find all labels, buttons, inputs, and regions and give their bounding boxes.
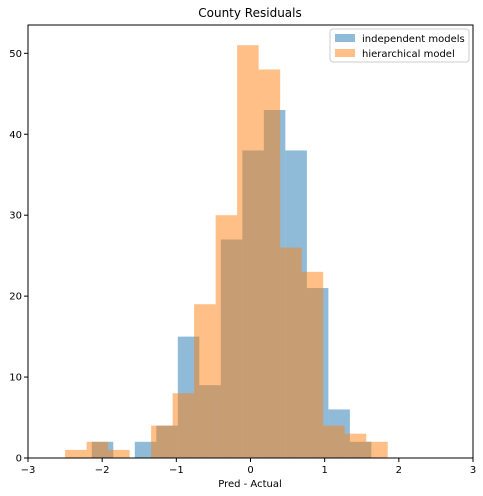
x-tick-label: 1 xyxy=(321,465,327,476)
bar-hierarchical-2 xyxy=(108,449,130,458)
y-tick-label: 30 xyxy=(9,211,22,222)
y-tick-label: 50 xyxy=(9,49,22,60)
bar-independent-1 xyxy=(134,441,157,458)
bar-hierarchical-11 xyxy=(301,271,324,458)
chart-title: County Residuals xyxy=(198,6,301,20)
bars-layer xyxy=(65,45,388,458)
bar-hierarchical-6 xyxy=(194,304,216,458)
legend: independent models hierarchical model xyxy=(329,28,470,63)
legend-label: independent models xyxy=(362,34,465,45)
x-tick-label: 2 xyxy=(396,465,402,476)
bar-hierarchical-9 xyxy=(258,69,281,458)
x-tick-label: −1 xyxy=(169,465,184,476)
bar-hierarchical-4 xyxy=(151,425,173,458)
y-tick-label: 0 xyxy=(16,454,22,465)
x-tick-label: 3 xyxy=(470,465,476,476)
y-axis: 0 10 20 30 40 50 xyxy=(9,49,28,465)
bar-hierarchical-5 xyxy=(172,393,195,458)
bar-hierarchical-14 xyxy=(366,441,388,458)
bar-hierarchical-8 xyxy=(237,45,259,458)
legend-swatch xyxy=(335,49,355,57)
y-tick-label: 20 xyxy=(9,292,22,303)
bar-hierarchical-13 xyxy=(344,433,367,458)
legend-box xyxy=(329,28,470,63)
x-tick-label: −3 xyxy=(21,465,36,476)
x-axis: −3 −2 −1 0 1 2 3 xyxy=(21,458,476,476)
y-tick-label: 40 xyxy=(9,130,22,141)
legend-swatch xyxy=(335,34,355,42)
x-tick-label: 0 xyxy=(247,465,253,476)
legend-label: hierarchical model xyxy=(362,49,455,60)
y-tick-label: 10 xyxy=(9,373,22,384)
bar-hierarchical-7 xyxy=(215,215,238,458)
bar-hierarchical-10 xyxy=(280,247,302,458)
x-axis-label: Pred - Actual xyxy=(218,479,282,490)
x-tick-label: −2 xyxy=(95,465,110,476)
bar-hierarchical-12 xyxy=(323,425,345,458)
bar-hierarchical-1 xyxy=(86,441,109,458)
bar-hierarchical-0 xyxy=(65,449,87,458)
